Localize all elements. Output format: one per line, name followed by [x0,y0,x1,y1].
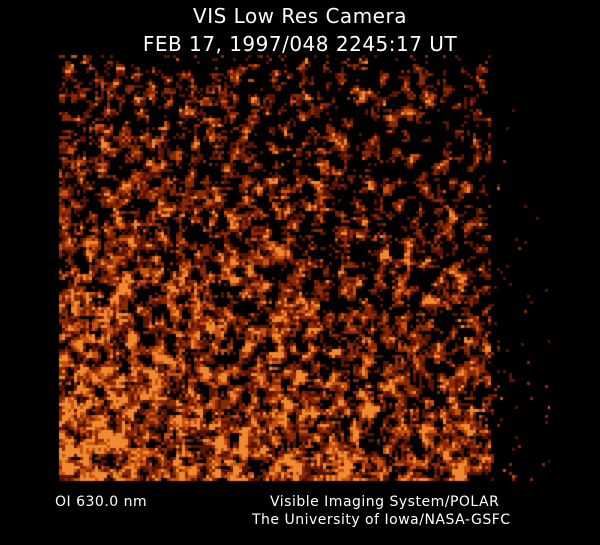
credit-line-2: The University of Iowa/NASA-GSFC [252,512,511,528]
image-title: VIS Low Res Camera [193,4,407,28]
credit-line-1: Visible Imaging System/POLAR [270,494,500,510]
camera-image [50,52,550,482]
filter-wavelength-label: OI 630.0 nm [55,494,148,510]
